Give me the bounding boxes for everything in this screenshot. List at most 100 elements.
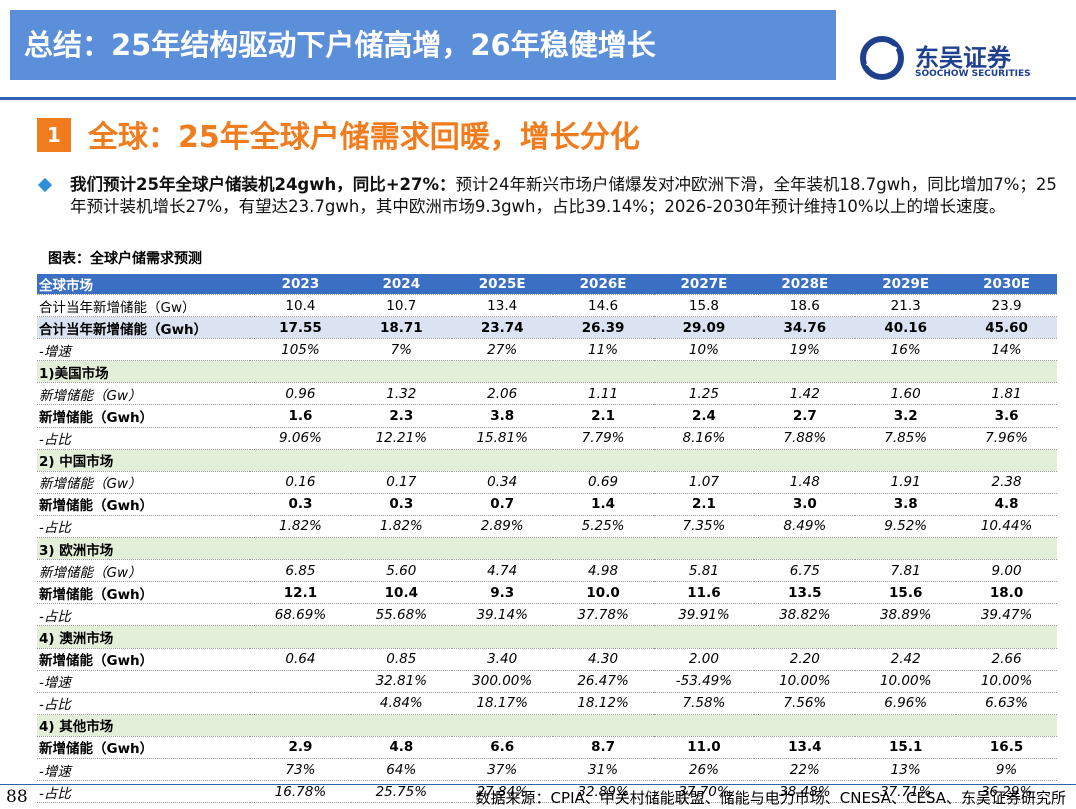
table-cell: 2.20 — [754, 648, 856, 671]
table-cell: 10.00% — [956, 670, 1057, 693]
table-row: 新增储能（Gw） 0.96 1.32 2.06 1.11 1.25 1.42 1.60 1.81 — [37, 382, 1057, 406]
table-cell: 0.7 — [451, 493, 553, 516]
table-cell: 新增储能（Gwh） — [37, 581, 250, 605]
table-row: 4) 澳洲市场 — [37, 625, 1057, 649]
bullet-body: 预计24年新兴市场户储爆发对冲欧洲下滑，全年装机18.7gwh，同比增加7%；2… — [70, 175, 1057, 216]
table-row: 合计当年新增储能（Gwh） 17.55 18.71 23.74 26.39 29.09 34… — [37, 316, 1057, 340]
table-cell: 27.84% — [451, 780, 553, 804]
table-cell: -占比 — [37, 603, 250, 627]
table-cell: 0.17 — [350, 471, 452, 494]
table-cell: 3) 欧洲市场 — [37, 537, 1057, 561]
table-cell: 4.84% — [350, 692, 452, 715]
table-cell: 3.6 — [956, 404, 1057, 428]
table-row: -占比 4.84% 18.17% 18.12% 7.58% 7.56% 6.96% 6.63% — [37, 692, 1057, 715]
table-cell: 26% — [653, 758, 755, 782]
table-cell: 4) 澳洲市场 — [37, 625, 1057, 649]
table-row: -增速 32.81% 300.00% 26.47% -53.49% 10.00% 10.00… — [37, 670, 1057, 693]
table-cell: 16.78% — [250, 780, 351, 804]
table-cell: 13.4 — [754, 736, 856, 759]
table-cell: 1)美国市场 — [37, 360, 1057, 384]
table-cell: 新增储能（Gwh） — [37, 736, 250, 759]
table-cell: 31% — [552, 758, 654, 782]
table-cell: 6.6 — [451, 736, 553, 759]
section-number: 1 — [37, 118, 71, 152]
table-cell: -53.49% — [653, 670, 755, 693]
table-row: -占比 68.69% 55.68% 39.14% 37.78% 39.91% 38.82% 3… — [37, 603, 1057, 627]
table-cell: 2.00 — [653, 648, 755, 671]
table-cell: 37.70% — [653, 780, 755, 804]
table-cell: 7.56% — [754, 692, 856, 715]
table-cell: 4.8 — [956, 493, 1057, 516]
table-row: 4) 其他市场 — [37, 714, 1057, 737]
table-cell: 0.3 — [250, 493, 351, 516]
table-cell: 15.6 — [855, 581, 957, 605]
table-cell: 11% — [552, 338, 654, 362]
table-cell: 2026E — [552, 274, 654, 295]
table-cell: 34.76 — [754, 316, 856, 340]
table-cell: 4) 其他市场 — [37, 714, 1057, 737]
table-caption: 图表：全球户储需求预测 — [48, 251, 202, 267]
footer-line — [0, 784, 1076, 785]
table-row: 新增储能（Gw） 6.85 5.60 4.74 4.98 5.81 6.75 7.81 9.00 — [37, 559, 1057, 583]
table-cell: 全球市场 — [37, 274, 250, 295]
table-cell: 2.7 — [754, 404, 856, 428]
table-cell: 5.60 — [350, 559, 452, 583]
table-row: 1)美国市场 — [37, 360, 1057, 384]
section-title: 全球：25年全球户储需求回暖，增长分化 — [88, 120, 640, 155]
table-cell: 0.64 — [250, 648, 351, 671]
table-cell: 2) 中国市场 — [37, 449, 1057, 472]
table-cell: 11.6 — [653, 581, 755, 605]
table-cell: 4.30 — [552, 648, 654, 671]
table-cell: 合计当年新增储能（Gwh） — [37, 316, 250, 340]
bullet-lead: 我们预计25年全球户储装机24gwh，同比+27%： — [70, 175, 456, 194]
table-row: 新增储能（Gwh） 0.64 0.85 3.40 4.30 2.00 2.20 2.42 2.6… — [37, 648, 1057, 671]
table-cell: 32.89% — [552, 780, 654, 804]
table-cell: 3.8 — [855, 493, 957, 516]
table-cell: 10.44% — [956, 515, 1057, 539]
logo-mark — [860, 36, 904, 80]
logo-subtext: SOOCHOW SECURITIES — [915, 69, 1031, 79]
table-cell: 新增储能（Gw） — [37, 382, 250, 406]
table-cell: 8.16% — [653, 427, 755, 450]
table-cell: 29.09 — [653, 316, 755, 340]
divider — [0, 97, 1076, 100]
table-cell: 2.89% — [451, 515, 553, 539]
table-cell: 37.78% — [552, 603, 654, 627]
table-cell: 40.16 — [855, 316, 957, 340]
table-cell: 0.85 — [350, 648, 452, 671]
table-cell: -增速 — [37, 670, 250, 693]
table-cell: 7.58% — [653, 692, 755, 715]
table-cell: 9% — [956, 758, 1057, 782]
table-cell: 1.82% — [250, 515, 351, 539]
table-row: -增速 105% 7% 27% 11% 10% 19% 16% 14% — [37, 338, 1057, 362]
table-cell: 2023 — [250, 274, 351, 295]
table-cell: 18.71 — [350, 316, 452, 340]
table-cell: 105% — [250, 338, 351, 362]
table-cell: 0.34 — [451, 471, 553, 494]
table-cell: 18.12% — [552, 692, 654, 715]
table-cell: 68.69% — [250, 603, 351, 627]
table-cell: 26.39 — [552, 316, 654, 340]
table-cell: -占比 — [37, 780, 250, 804]
table-cell: 38.82% — [754, 603, 856, 627]
page-number: 88 — [6, 787, 28, 807]
table-cell: 38.89% — [855, 603, 957, 627]
table-cell: 7.35% — [653, 515, 755, 539]
table-cell: 0.16 — [250, 471, 351, 494]
table-cell: 39.14% — [451, 603, 553, 627]
table-cell: 17.55 — [250, 316, 351, 340]
table-cell: 7.79% — [552, 427, 654, 450]
table-cell: -占比 — [37, 515, 250, 539]
table-cell: 2.1 — [653, 493, 755, 516]
table-cell: 10.4 — [350, 581, 452, 605]
table-cell: 1.07 — [653, 471, 755, 494]
table-row: -占比 1.82% 1.82% 2.89% 5.25% 7.35% 8.49% 9.52% 10… — [37, 515, 1057, 539]
table-cell: 19% — [754, 338, 856, 362]
table-row: 3) 欧洲市场 — [37, 537, 1057, 561]
table-cell: 23.74 — [451, 316, 553, 340]
table-cell: 5.81 — [653, 559, 755, 583]
table-cell: 4.8 — [350, 736, 452, 759]
table-cell: 16% — [855, 338, 957, 362]
table-cell: 73% — [250, 758, 351, 782]
